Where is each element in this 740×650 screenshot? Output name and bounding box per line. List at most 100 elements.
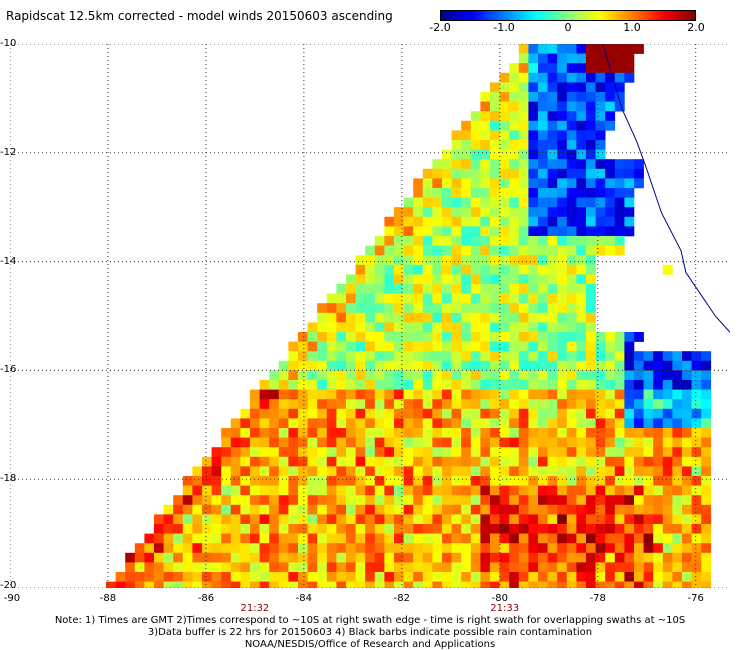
wind-cell [173, 495, 184, 506]
latitude-label: -10 [0, 38, 17, 49]
wind-cell [595, 341, 606, 352]
wind-cell [451, 370, 462, 381]
wind-cell [374, 514, 385, 525]
wind-cell [451, 130, 462, 141]
wind-cell [432, 264, 443, 275]
wind-cell [605, 53, 616, 64]
wind-cell [547, 322, 558, 333]
wind-cell [499, 485, 510, 496]
wind-cell [682, 485, 692, 496]
wind-cell [326, 389, 337, 400]
wind-cell [384, 552, 395, 563]
wind-cell [547, 428, 558, 438]
wind-cell [557, 485, 568, 496]
wind-cell [307, 581, 318, 588]
wind-cell [470, 159, 481, 170]
wind-cell [576, 111, 587, 122]
wind-cell [547, 389, 558, 400]
wind-cell [547, 245, 558, 256]
wind-cell [422, 504, 433, 515]
wind-cell [557, 245, 568, 256]
wind-cell [394, 495, 404, 506]
wind-cell [672, 476, 683, 486]
wind-cell [682, 533, 692, 544]
wind-cell [442, 466, 452, 477]
wind-cell [432, 188, 443, 198]
wind-cell [202, 524, 212, 534]
wind-cell [662, 524, 673, 534]
wind-cell [614, 524, 625, 534]
wind-cell [461, 514, 472, 525]
wind-cell [278, 437, 289, 448]
wind-cell [624, 72, 635, 83]
wind-cell [557, 274, 568, 285]
wind-cell [461, 130, 472, 141]
wind-cell [336, 341, 347, 352]
wind-cell [557, 130, 568, 141]
wind-cell [653, 504, 664, 515]
wind-cell [538, 216, 548, 227]
wind-cell [518, 533, 529, 544]
wind-cell [182, 543, 193, 554]
wind-cell [528, 466, 539, 477]
wind-cell [557, 524, 568, 534]
wind-cell [317, 466, 328, 477]
wind-cell [413, 514, 424, 525]
wind-cell [490, 284, 500, 294]
wind-cell [672, 360, 683, 371]
wind-cell [394, 322, 404, 333]
wind-cell [240, 466, 251, 477]
wind-cell [586, 312, 596, 323]
wind-cell [394, 466, 404, 477]
wind-cell [643, 428, 654, 438]
wind-cell [413, 504, 424, 515]
wind-cell [509, 543, 520, 554]
wind-cell [634, 524, 644, 534]
wind-cell [384, 380, 395, 390]
wind-cell [336, 456, 347, 467]
wind-cell [595, 399, 606, 410]
wind-cell [624, 581, 635, 588]
wind-cell [240, 437, 251, 448]
wind-cell [394, 504, 404, 515]
wind-cell [432, 322, 443, 333]
wind-cell [374, 284, 385, 294]
wind-cell [528, 44, 539, 54]
wind-cell [557, 197, 568, 208]
wind-cell [576, 293, 587, 304]
wind-cell [384, 264, 395, 275]
wind-cell [634, 533, 644, 544]
wind-cell [355, 303, 366, 314]
wind-cell [403, 264, 414, 275]
wind-cell [586, 159, 596, 170]
wind-cell [442, 380, 452, 390]
wind-cell [499, 303, 510, 314]
wind-cell [125, 562, 136, 573]
wind-cell [432, 572, 443, 582]
wind-cell [614, 197, 625, 208]
wind-cell [278, 581, 289, 588]
wind-cell [528, 437, 539, 448]
wind-cell [451, 197, 462, 208]
wind-cell [346, 312, 356, 323]
wind-cell [470, 456, 481, 467]
wind-cell [547, 130, 558, 141]
wind-cell [288, 370, 299, 381]
wind-cell [432, 485, 443, 496]
wind-cell [298, 360, 308, 371]
wind-cell [547, 351, 558, 362]
wind-cell [614, 53, 625, 64]
wind-cell [278, 562, 289, 573]
wind-cell [557, 543, 568, 554]
wind-cell [355, 418, 366, 429]
wind-cell [384, 399, 395, 410]
wind-cell [192, 514, 203, 525]
wind-cell [192, 572, 203, 582]
wind-cell [490, 456, 500, 467]
wind-cell [442, 236, 452, 246]
wind-cell [250, 533, 260, 544]
wind-cell [365, 303, 376, 314]
wind-cell [259, 581, 270, 588]
wind-cell [557, 216, 568, 227]
wind-cell [518, 130, 529, 141]
